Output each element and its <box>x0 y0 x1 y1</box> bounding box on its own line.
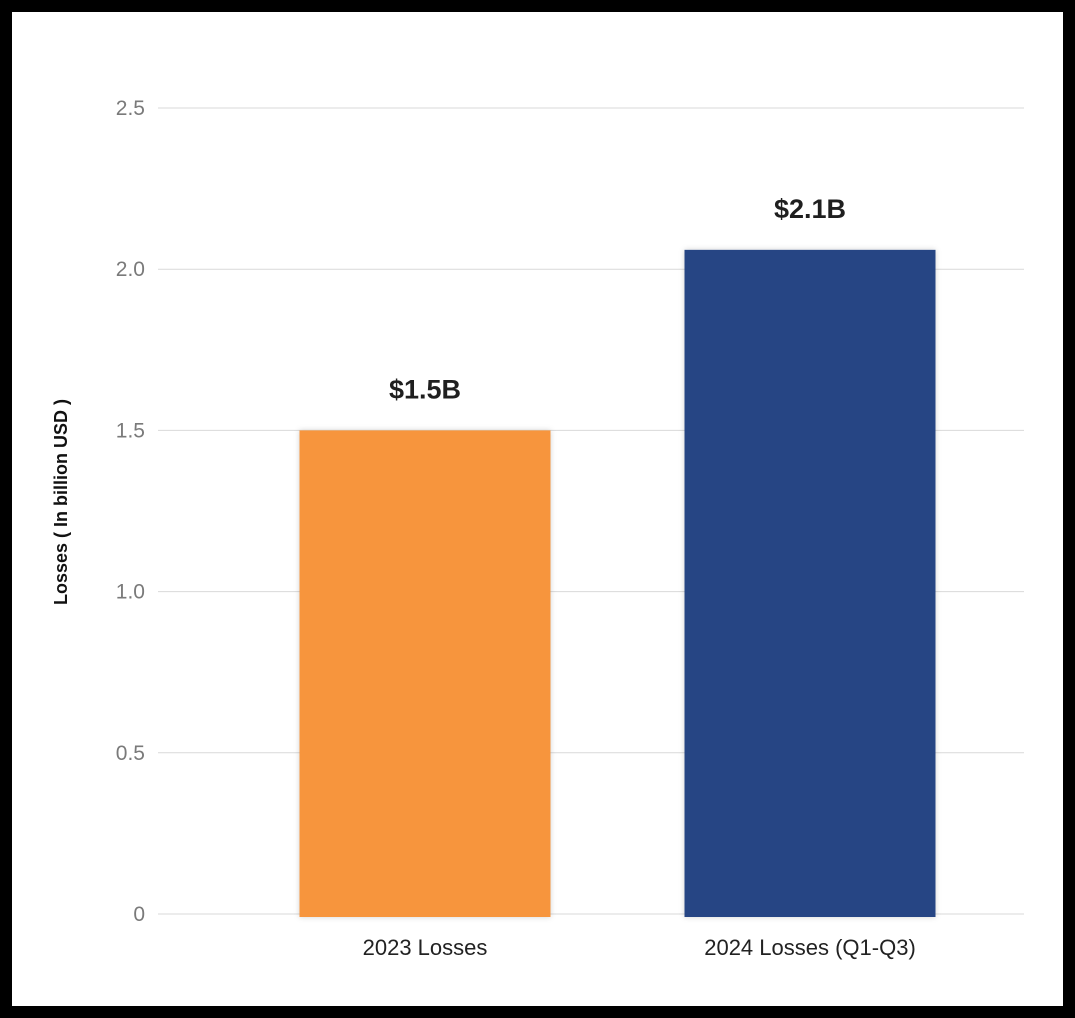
bar-value-label: $1.5B <box>389 374 461 404</box>
y-tick-label: 1.5 <box>116 419 145 442</box>
y-tick-label: 0 <box>133 903 145 926</box>
y-tick-label: 1.0 <box>116 581 145 604</box>
y-axis-title: Losses ( In billion USD ) <box>51 399 71 605</box>
y-tick-label: 2.0 <box>116 258 145 281</box>
bar-value-label: $2.1B <box>774 194 846 224</box>
y-tick-label: 2.5 <box>116 97 145 120</box>
x-category-label: 2024 Losses (Q1-Q3) <box>704 935 916 960</box>
y-axis-ticks: 0 0.5 1.0 1.5 2.0 2.5 <box>116 97 145 926</box>
x-axis-categories: 2023 Losses 2024 Losses (Q1-Q3) <box>363 935 916 960</box>
bars <box>299 249 936 917</box>
bar <box>684 249 936 917</box>
y-tick-label: 0.5 <box>116 742 145 765</box>
bar <box>299 430 551 917</box>
data-labels: $1.5B $2.1B <box>389 194 846 405</box>
x-category-label: 2023 Losses <box>363 935 488 960</box>
